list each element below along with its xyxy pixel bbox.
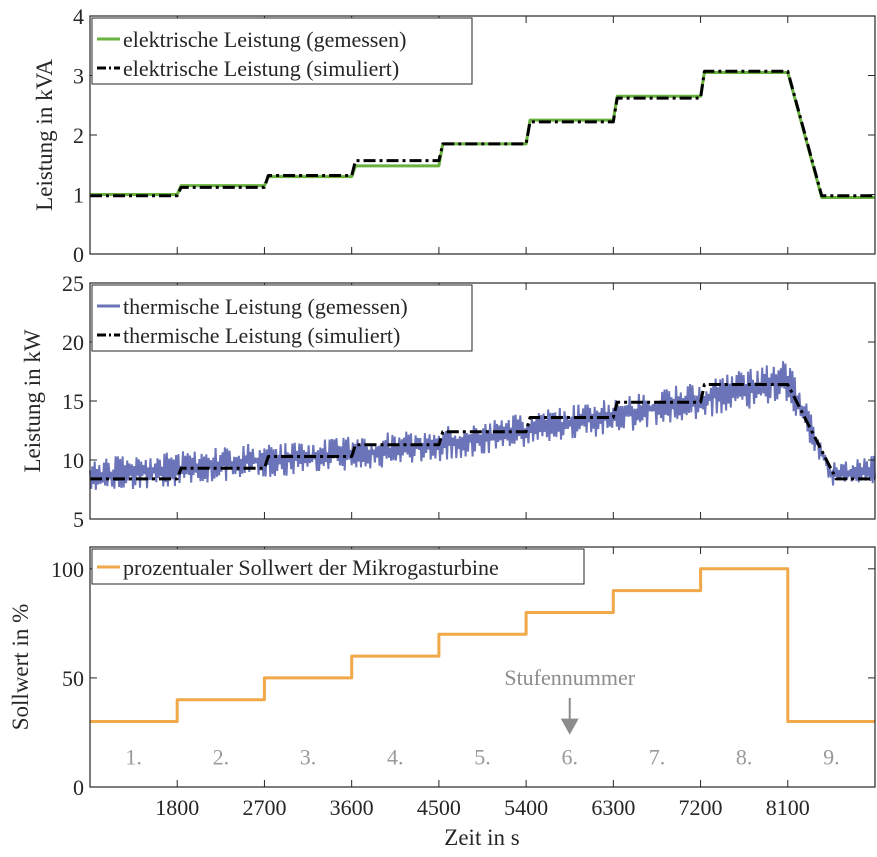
- stage-number-label: 1.: [125, 744, 142, 769]
- series-setpoint: [90, 567, 875, 723]
- stage-labels: 1. 2. 3. 4. 5. 6. 7. 8. 9.: [125, 744, 839, 769]
- stage-number-label: 6.: [561, 744, 578, 769]
- legend: elektrische Leistung (gemessen) elektris…: [91, 17, 473, 85]
- stage-number-label: 5.: [474, 744, 491, 769]
- legend-box: [91, 17, 473, 85]
- panel-thermal: 5 10 15 20 25 Leistung in kW thermische Leis…: [20, 271, 876, 532]
- legend-label-simulated: thermische Leistung (simuliert): [123, 323, 400, 348]
- stage-annotation: Stufennummer: [504, 665, 636, 735]
- y-ticks: 5 10 15 20 25: [62, 271, 875, 532]
- stage-number-label: 7.: [649, 744, 666, 769]
- legend-label-measured: elektrische Leistung (gemessen): [123, 27, 406, 52]
- x-tick-label: 5400: [504, 795, 548, 820]
- y-tick-label: 100: [51, 557, 84, 582]
- legend: prozentualer Sollwert der Mikrogasturbin…: [91, 548, 585, 585]
- legend-label-setpoint: prozentualer Sollwert der Mikrogasturbin…: [123, 555, 499, 580]
- plot-area: [89, 361, 876, 490]
- x-tick-label: 4500: [417, 795, 461, 820]
- plot-area: [90, 69, 875, 199]
- y-tick-label: 2: [73, 123, 84, 148]
- y-tick-label: 25: [62, 271, 84, 296]
- stage-number-label: 3.: [300, 744, 317, 769]
- x-tick-label: 3600: [330, 795, 374, 820]
- series-thermal-simulated: [90, 383, 875, 481]
- down-arrow-head-icon: [560, 718, 579, 735]
- x-tick-label: 2700: [242, 795, 286, 820]
- y-axis-label: Leistung in kVA: [32, 59, 57, 211]
- legend-box: [91, 548, 585, 585]
- series-electrical-simulated: [90, 69, 875, 198]
- stage-number-label: 2.: [213, 744, 230, 769]
- y-axis-label: Sollwert in %: [8, 604, 33, 731]
- y-tick-label: 0: [73, 242, 84, 267]
- y-tick-label: 3: [73, 64, 84, 89]
- stage-number-label: 9.: [823, 744, 840, 769]
- y-tick-label: 5: [73, 507, 84, 532]
- axes-frame: [89, 546, 876, 788]
- y-tick-label: 15: [62, 389, 84, 414]
- stage-annotation-label: Stufennummer: [504, 665, 635, 690]
- legend: thermische Leistung (gemessen) thermisch…: [91, 284, 473, 352]
- x-tick-label: 8100: [766, 795, 810, 820]
- y-tick-label: 10: [62, 448, 84, 473]
- stage-number-label: 8.: [736, 744, 753, 769]
- y-tick-label: 0: [73, 775, 84, 800]
- x-axis-label: Zeit in s: [444, 825, 519, 850]
- x-tick-label: 1800: [155, 795, 199, 820]
- y-tick-label: 4: [73, 4, 84, 29]
- x-ticks: 1800 2700 3600 4500 5400 6300 7200 8100: [155, 795, 810, 820]
- plot-area: [90, 567, 875, 723]
- y-ticks: 0 1 2 3 4: [73, 4, 875, 267]
- legend-label-measured: thermische Leistung (gemessen): [123, 294, 408, 319]
- y-axis-label: Leistung in kW: [20, 329, 45, 472]
- y-tick-label: 50: [62, 666, 84, 691]
- y-ticks: 0 50 100: [51, 547, 875, 800]
- legend-box: [91, 284, 473, 352]
- legend-label-simulated: elektrische Leistung (simuliert): [123, 56, 399, 81]
- x-tick-label: 7200: [679, 795, 723, 820]
- stage-number-label: 4.: [387, 744, 404, 769]
- y-tick-label: 20: [62, 330, 84, 355]
- series-electrical-measured: [90, 71, 875, 199]
- series-thermal-measured: [89, 361, 876, 490]
- y-tick-label: 1: [73, 183, 84, 208]
- x-tick-label: 6300: [591, 795, 635, 820]
- panel-electrical: 0 1 2 3 4 Leistung in kVA elektrische Leistu…: [32, 4, 876, 267]
